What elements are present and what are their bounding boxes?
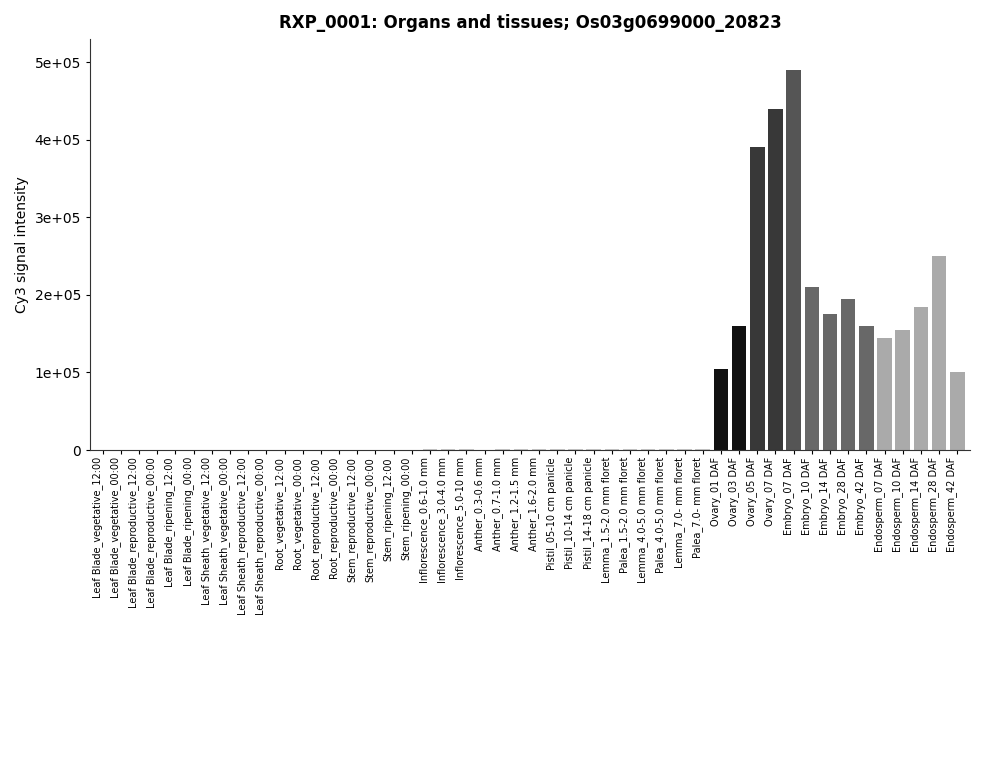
Bar <box>423 449 437 450</box>
Bar <box>441 449 455 450</box>
Bar <box>823 314 837 450</box>
Title: RXP_0001: Organs and tissues; Os03g0699000_20823: RXP_0001: Organs and tissues; Os03g06990… <box>279 14 781 32</box>
Bar <box>586 449 601 450</box>
Bar <box>459 449 474 450</box>
Bar <box>714 369 728 450</box>
Bar <box>841 299 855 450</box>
Bar <box>532 449 546 450</box>
Bar <box>514 449 528 450</box>
Bar <box>914 307 928 450</box>
Bar <box>623 449 637 450</box>
Bar <box>932 256 946 450</box>
Bar <box>550 449 565 450</box>
Bar <box>859 326 874 450</box>
Bar <box>568 449 583 450</box>
Bar <box>895 330 910 450</box>
Bar <box>750 147 765 450</box>
Bar <box>768 109 783 450</box>
Bar <box>605 449 619 450</box>
Bar <box>732 326 746 450</box>
Bar <box>950 372 965 450</box>
Bar <box>786 70 801 450</box>
Bar <box>659 449 674 450</box>
Y-axis label: Cy3 signal intensity: Cy3 signal intensity <box>15 176 29 313</box>
Bar <box>877 338 892 450</box>
Bar <box>805 287 819 450</box>
